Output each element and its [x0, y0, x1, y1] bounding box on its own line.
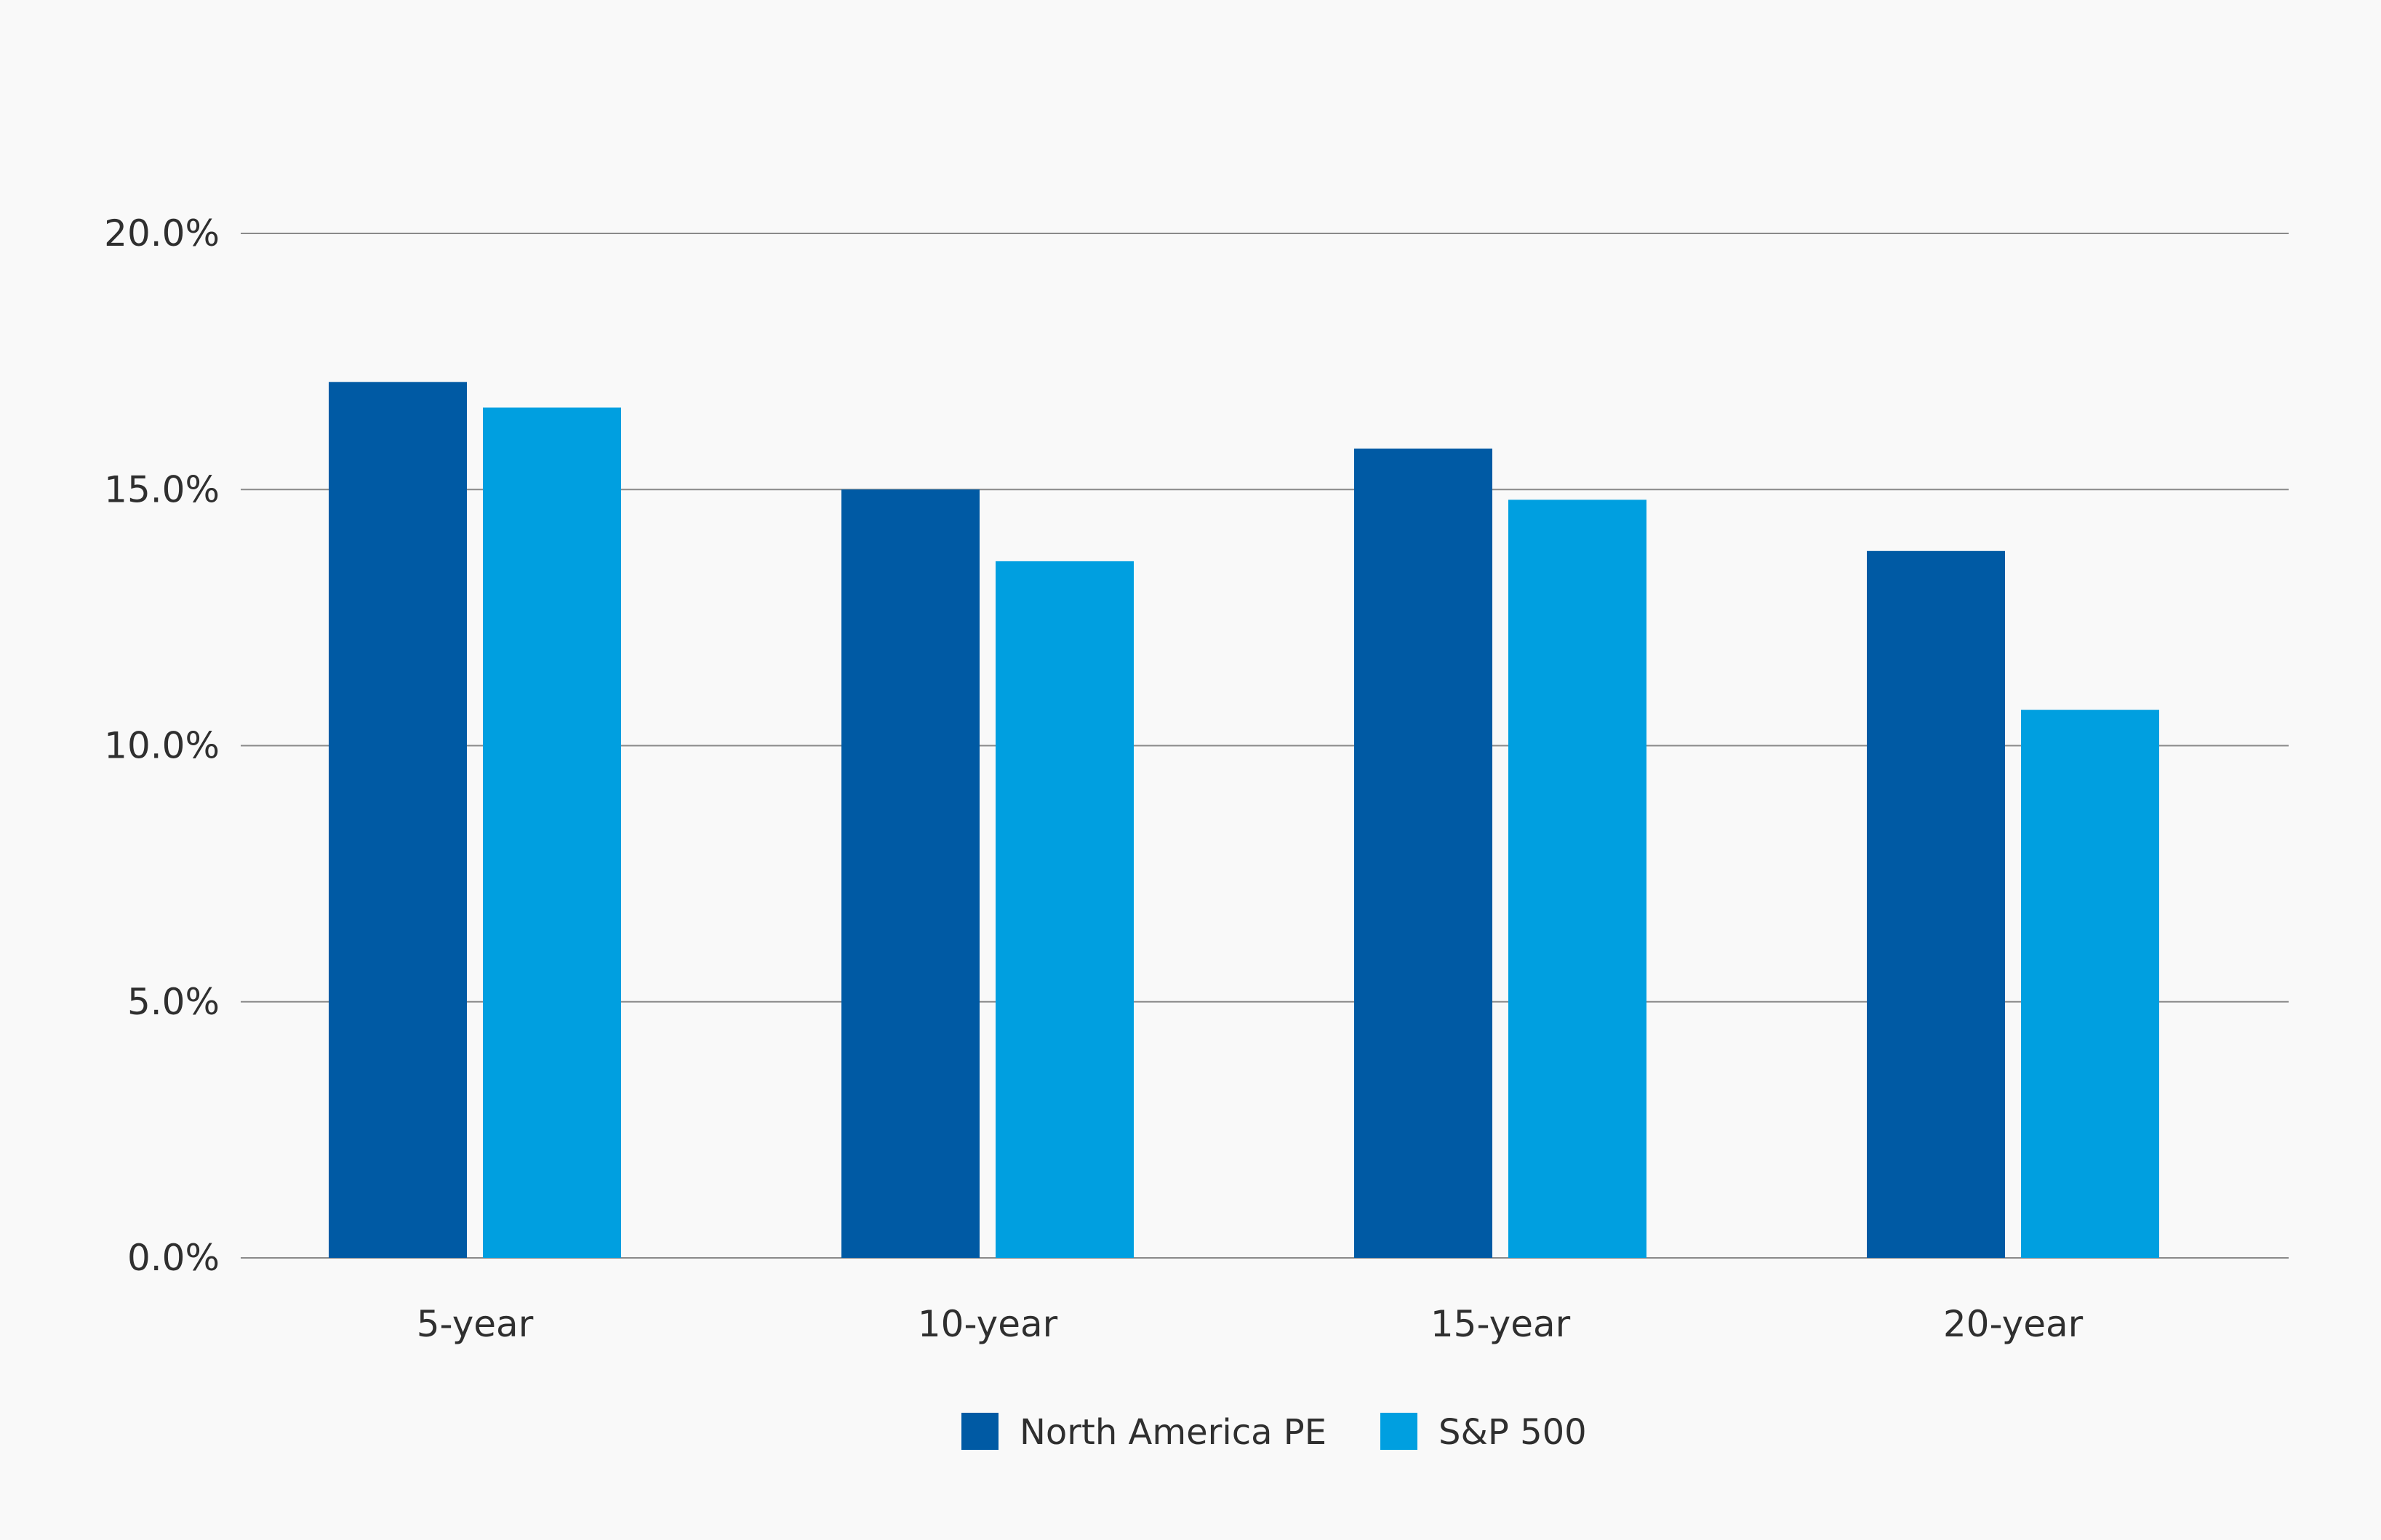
bars: [329, 382, 2159, 1259]
legend-swatch: [1380, 1413, 1417, 1450]
bar-s-p-500-20-year: [2021, 710, 2159, 1258]
y-tick-label: 15.0%: [104, 468, 220, 510]
x-category-label: 20-year: [1943, 1303, 2084, 1345]
bar-north-america-pe-5-year: [329, 382, 467, 1259]
x-axis-category-labels: 5-year 10-year 15-year 20-year: [417, 1303, 2084, 1345]
y-axis-tick-labels: 0.0% 5.0% 10.0% 15.0% 20.0%: [104, 212, 220, 1279]
bar-s-p-500-10-year: [996, 561, 1134, 1258]
x-category-label: 5-year: [417, 1303, 534, 1345]
y-tick-label: 0.0%: [127, 1237, 220, 1279]
bar-north-america-pe-10-year: [841, 489, 980, 1258]
legend: North America PE S&P 500: [961, 1412, 1587, 1453]
x-category-label: 10-year: [918, 1303, 1058, 1345]
y-tick-label: 10.0%: [104, 725, 220, 767]
y-tick-label: 5.0%: [127, 981, 220, 1023]
bar-s-p-500-5-year: [483, 407, 621, 1258]
legend-swatch: [961, 1413, 999, 1450]
bar-north-america-pe-20-year: [1867, 550, 2005, 1258]
legend-label: North America PE: [1020, 1412, 1326, 1453]
legend-label: S&P 500: [1438, 1412, 1587, 1453]
x-category-label: 15-year: [1430, 1303, 1571, 1345]
bar-north-america-pe-15-year: [1354, 448, 1492, 1258]
y-tick-label: 20.0%: [104, 212, 220, 254]
bar-s-p-500-15-year: [1508, 500, 1646, 1258]
